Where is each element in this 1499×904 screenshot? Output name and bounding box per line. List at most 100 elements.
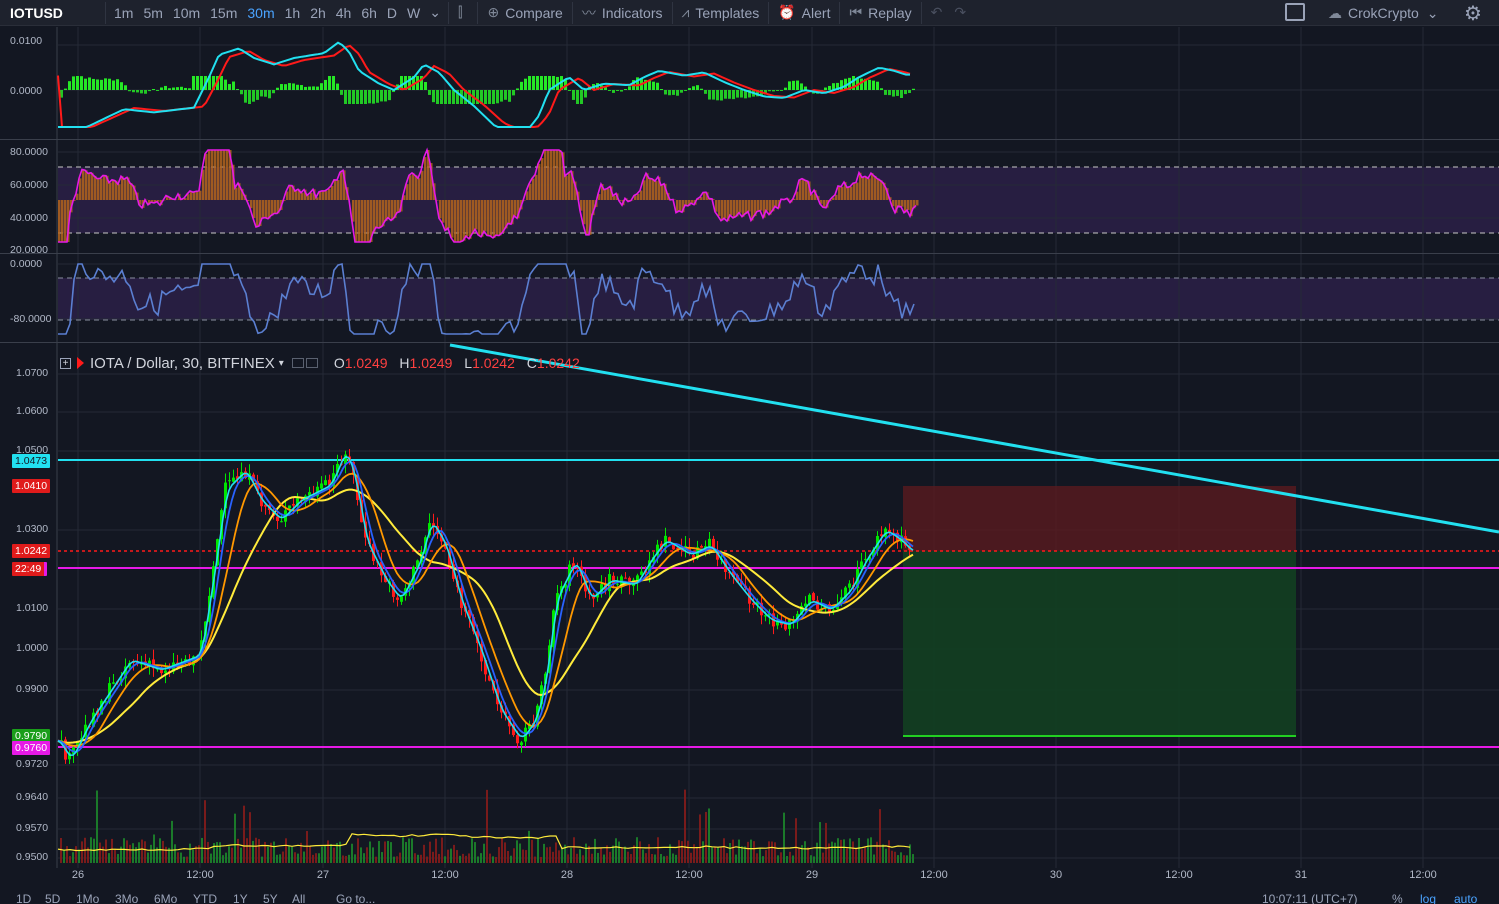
timeframe-2h[interactable]: 2h xyxy=(310,4,326,21)
range-1mo[interactable]: 1Mo xyxy=(76,892,100,904)
macd-histogram-bar xyxy=(372,90,375,104)
timeframe-30m[interactable]: 30m xyxy=(247,4,275,21)
compare-button[interactable]: ⊕ Compare xyxy=(481,0,568,26)
timeframe-10m[interactable]: 10m xyxy=(172,4,201,21)
volume-bar xyxy=(612,845,614,863)
rsi-histogram-bar xyxy=(379,200,382,229)
timeframe-1m[interactable]: 1m xyxy=(114,4,134,21)
macd-histogram-bar xyxy=(108,78,111,90)
timeframe-5m[interactable]: 5m xyxy=(143,4,163,21)
layout-toggle-button[interactable] xyxy=(1285,3,1305,21)
range-1y[interactable]: 1Y xyxy=(233,892,248,904)
range-6mo[interactable]: 6Mo xyxy=(154,892,178,904)
account-menu[interactable]: ☁ CrokCrypto ⌄ xyxy=(1322,0,1445,26)
templates-button[interactable]: ⩘ Templates xyxy=(676,0,766,26)
volume-bar xyxy=(501,838,503,863)
volume-bar xyxy=(747,841,749,863)
volume-bar xyxy=(312,854,314,863)
macd-histogram-bar xyxy=(304,86,307,90)
rsi-histogram-bar xyxy=(76,193,79,200)
rsi-histogram-bar xyxy=(574,181,577,200)
volume-bar xyxy=(405,842,407,863)
indicators-button[interactable]: 〰 Indicators xyxy=(576,0,669,26)
macd-histogram-bar xyxy=(512,90,515,96)
timeframe-15m[interactable]: 15m xyxy=(210,4,238,21)
macd-histogram-bar xyxy=(112,80,115,90)
volume-bar xyxy=(687,840,689,863)
range-5d[interactable]: 5D xyxy=(45,892,61,904)
volume-bar xyxy=(384,841,386,863)
timeframe-D[interactable]: D xyxy=(386,4,398,21)
goto-button[interactable]: Go to... xyxy=(336,892,376,904)
macd-histogram-bar xyxy=(828,85,831,90)
macd-histogram-bar xyxy=(308,86,311,90)
candle-body xyxy=(520,742,523,746)
rsi-histogram-bar xyxy=(568,173,571,200)
price-tick: 0.9640 xyxy=(16,791,49,803)
volume-bar xyxy=(660,853,662,863)
macd-histogram-bar xyxy=(252,90,255,102)
candle-body xyxy=(864,558,867,560)
volume-bar xyxy=(183,856,185,863)
redo-button[interactable]: ↷ xyxy=(948,0,972,26)
rsi-histogram-bar xyxy=(148,200,151,205)
eye-icon[interactable] xyxy=(291,358,304,368)
timeframe-1h[interactable]: 1h xyxy=(284,4,301,21)
clock-label[interactable]: 10:07:11 (UTC+7) xyxy=(1262,892,1358,904)
symbol-search[interactable]: IOTUSD xyxy=(10,4,63,21)
settings-button[interactable]: ⚙ xyxy=(1458,0,1488,26)
volume-bar xyxy=(591,853,593,863)
range-5y[interactable]: 5Y xyxy=(263,892,278,904)
alert-button[interactable]: ⏰ Alert xyxy=(772,0,836,26)
candle-body xyxy=(296,498,299,506)
range-ytd[interactable]: YTD xyxy=(193,892,217,904)
candle-body xyxy=(700,545,703,548)
volume-bar xyxy=(414,853,416,863)
collapse-legend-icon[interactable]: + xyxy=(60,357,71,369)
auto-toggle[interactable]: auto xyxy=(1454,892,1478,904)
candle-body xyxy=(384,575,387,583)
macd-histogram-bar xyxy=(648,80,651,90)
rsi-histogram-bar xyxy=(166,195,169,200)
price-pane[interactable] xyxy=(0,343,1499,868)
range-3mo[interactable]: 3Mo xyxy=(115,892,139,904)
pane-divider[interactable] xyxy=(0,253,1499,254)
pane-divider[interactable] xyxy=(0,139,1499,140)
candle-body xyxy=(324,480,327,486)
range-1d[interactable]: 1D xyxy=(16,892,32,904)
candle-body xyxy=(784,623,787,630)
volume-bar xyxy=(327,840,329,863)
volume-bar xyxy=(885,848,887,863)
volume-bar xyxy=(216,842,218,863)
timeframe-dropdown[interactable]: ⌄ xyxy=(429,4,441,20)
rsi-histogram-bar xyxy=(100,178,103,200)
rsi-histogram-bar xyxy=(73,200,76,202)
candle-body xyxy=(544,673,547,684)
candlestick-chart[interactable] xyxy=(0,343,1499,868)
log-toggle[interactable]: log xyxy=(1420,892,1437,904)
rsi-histogram-bar xyxy=(754,200,757,217)
range-all[interactable]: All xyxy=(292,892,306,904)
undo-button[interactable]: ↶ xyxy=(925,0,949,26)
volume-bar xyxy=(570,848,572,863)
volume-bar xyxy=(759,847,761,863)
volume-bar xyxy=(243,805,245,863)
macd-histogram-bar xyxy=(144,90,147,94)
volume-bar xyxy=(753,841,755,863)
replay-button[interactable]: ⏮ Replay xyxy=(843,0,917,26)
chart-style-button[interactable]: ⫿ xyxy=(452,0,474,26)
volume-bar xyxy=(900,852,902,863)
timeframe-4h[interactable]: 4h xyxy=(335,4,352,21)
timeframe-6h[interactable]: 6h xyxy=(361,4,377,21)
pane-divider[interactable] xyxy=(0,342,1499,343)
rsi-histogram-bar xyxy=(811,194,814,200)
timeframe-W[interactable]: W xyxy=(407,4,421,21)
legend-dropdown-icon[interactable]: ▾ xyxy=(278,357,284,369)
time-tick: 12:00 xyxy=(431,869,459,881)
volume-bar xyxy=(789,851,791,863)
percent-toggle[interactable]: % xyxy=(1392,892,1403,904)
rsi-histogram-bar xyxy=(373,200,376,233)
settings-mini-icon[interactable] xyxy=(305,358,318,368)
volume-bar xyxy=(75,846,77,863)
volume-bar xyxy=(240,847,242,863)
